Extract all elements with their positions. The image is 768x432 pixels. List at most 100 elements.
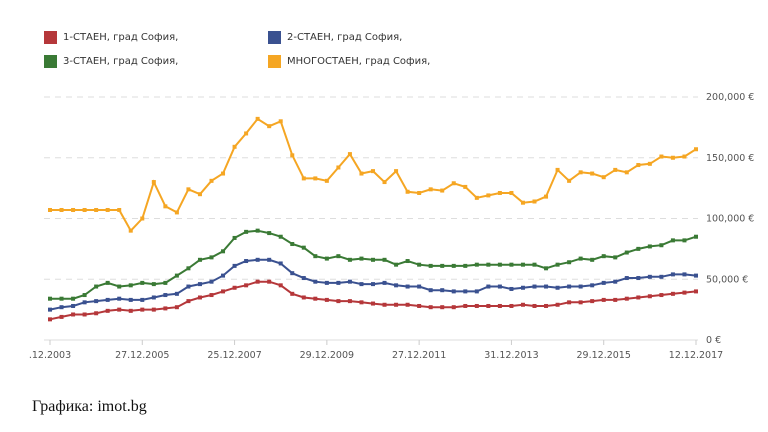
data-point [151, 282, 156, 287]
y-tick-label: 150,000 € [706, 153, 754, 164]
data-point [359, 256, 364, 261]
data-point [48, 296, 52, 301]
data-point [186, 284, 191, 289]
data-point [590, 299, 595, 304]
legend-swatch [44, 55, 57, 68]
data-point [140, 307, 145, 312]
data-point [578, 300, 583, 305]
x-tick-label: 25.12.2007 [207, 350, 261, 361]
data-point [278, 261, 283, 266]
data-point [290, 242, 295, 247]
legend-item-multi-room[interactable]: МНОГОСТАЕН, град София, [268, 55, 430, 68]
data-point [636, 163, 641, 168]
data-point [567, 300, 572, 305]
data-point [509, 303, 514, 308]
data-point [624, 296, 629, 301]
data-point [474, 262, 479, 267]
data-point [82, 293, 87, 298]
data-point [71, 303, 76, 308]
data-point [659, 154, 664, 159]
data-point [140, 280, 145, 285]
data-point [405, 189, 410, 194]
data-point [497, 190, 502, 195]
data-point [82, 300, 87, 305]
data-point [290, 271, 295, 276]
legend-item-1-room[interactable]: 1-СТАЕН, град София, [44, 31, 178, 44]
data-point [255, 279, 260, 284]
data-point [670, 291, 675, 296]
data-point [163, 293, 168, 298]
data-point [544, 303, 549, 308]
data-point [105, 207, 110, 212]
data-point [94, 311, 99, 316]
data-point [428, 263, 433, 268]
data-point [428, 305, 433, 310]
data-point [694, 147, 698, 152]
data-point [278, 234, 283, 239]
data-point [659, 274, 664, 279]
data-point [463, 289, 468, 294]
data-point [694, 234, 698, 239]
data-point [509, 190, 514, 195]
data-point [244, 259, 249, 264]
data-point [567, 284, 572, 289]
legend-item-3-room[interactable]: 3-СТАЕН, град София, [44, 55, 178, 68]
data-point [624, 250, 629, 255]
data-point [613, 279, 618, 284]
data-point [590, 257, 595, 262]
data-point [694, 289, 698, 294]
data-point [497, 262, 502, 267]
data-point [174, 305, 179, 310]
data-point [94, 299, 99, 304]
data-point [128, 228, 133, 233]
data-point [209, 178, 214, 183]
data-point [313, 279, 318, 284]
data-point [601, 280, 606, 285]
legend-item-2-room[interactable]: 2-СТАЕН, град София, [268, 31, 402, 44]
data-point [520, 262, 525, 267]
data-point [659, 243, 664, 248]
data-point [520, 200, 525, 205]
data-point [382, 257, 387, 262]
data-point [520, 302, 525, 307]
data-point [578, 284, 583, 289]
data-point [613, 297, 618, 302]
data-point [151, 307, 156, 312]
data-point [232, 263, 237, 268]
data-point [451, 289, 456, 294]
data-point [59, 207, 64, 212]
data-point [371, 282, 375, 287]
data-point [682, 154, 687, 159]
data-point [163, 306, 168, 311]
data-point [186, 187, 191, 192]
data-point [682, 290, 687, 295]
data-point [117, 284, 122, 289]
data-point [670, 238, 675, 243]
data-point [324, 178, 329, 183]
data-point [544, 284, 549, 289]
x-tick-label: .12.2003 [29, 350, 71, 361]
data-point [255, 116, 260, 121]
data-point [59, 296, 64, 301]
data-point [382, 280, 387, 285]
data-point [267, 279, 272, 284]
data-point [117, 296, 122, 301]
data-point [428, 288, 433, 293]
data-point [267, 257, 272, 262]
data-point [359, 171, 364, 176]
data-point [197, 282, 202, 287]
data-point [244, 131, 249, 136]
y-tick-label: 100,000 € [706, 214, 754, 225]
data-point [163, 204, 168, 209]
data-point [301, 276, 306, 281]
data-point [601, 297, 606, 302]
x-tick-label: 29.12.2015 [577, 350, 631, 361]
data-point [186, 299, 191, 304]
data-point [509, 286, 514, 291]
data-point [382, 180, 387, 185]
data-point [544, 266, 549, 271]
data-point [186, 266, 191, 271]
data-point [82, 312, 87, 317]
data-point [394, 169, 399, 174]
